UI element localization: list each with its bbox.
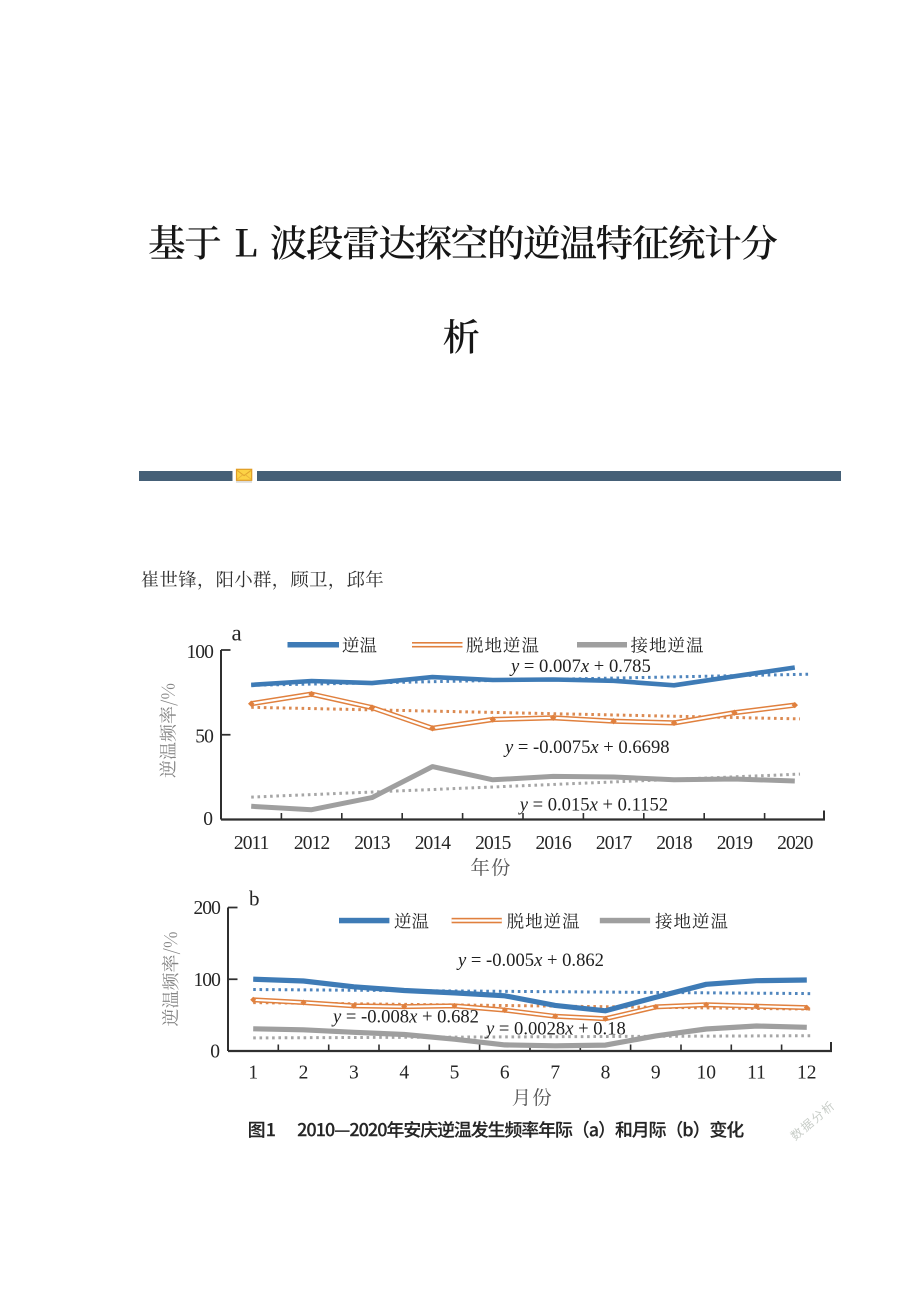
svg-text:2018: 2018 bbox=[656, 833, 692, 854]
svg-text:b: b bbox=[249, 887, 260, 911]
svg-text:2016: 2016 bbox=[535, 833, 572, 854]
svg-text:y = 0.007x + 0.785: y = 0.007x + 0.785 bbox=[509, 656, 651, 677]
svg-text:100: 100 bbox=[186, 642, 213, 663]
svg-text:50: 50 bbox=[195, 727, 213, 748]
svg-text:8: 8 bbox=[601, 1063, 611, 1084]
svg-text:11: 11 bbox=[747, 1063, 766, 1084]
svg-text:3: 3 bbox=[349, 1063, 359, 1084]
svg-text:2011: 2011 bbox=[234, 833, 269, 854]
svg-text:1: 1 bbox=[248, 1063, 258, 1084]
svg-text:5: 5 bbox=[450, 1063, 460, 1084]
svg-text:y = -0.008x + 0.682: y = -0.008x + 0.682 bbox=[331, 1007, 479, 1028]
svg-text:0: 0 bbox=[210, 1042, 220, 1063]
svg-text:9: 9 bbox=[651, 1063, 661, 1084]
svg-text:y = 0.015x + 0.1152: y = 0.015x + 0.1152 bbox=[518, 795, 668, 816]
svg-text:2020: 2020 bbox=[777, 833, 813, 854]
svg-text:y = -0.005x + 0.862: y = -0.005x + 0.862 bbox=[456, 950, 604, 971]
svg-text:12: 12 bbox=[797, 1063, 817, 1084]
svg-text:200: 200 bbox=[193, 898, 220, 919]
svg-text:0: 0 bbox=[203, 809, 213, 830]
svg-text:2012: 2012 bbox=[294, 833, 330, 854]
svg-text:4: 4 bbox=[399, 1063, 409, 1084]
svg-text:2015: 2015 bbox=[475, 833, 511, 854]
svg-text:2: 2 bbox=[299, 1063, 309, 1084]
svg-text:10: 10 bbox=[696, 1063, 716, 1084]
svg-text:100: 100 bbox=[193, 970, 220, 991]
svg-text:2017: 2017 bbox=[596, 833, 633, 854]
svg-text:7: 7 bbox=[550, 1063, 560, 1084]
svg-text:a: a bbox=[232, 621, 242, 646]
svg-text:2013: 2013 bbox=[354, 833, 390, 854]
svg-text:6: 6 bbox=[500, 1063, 510, 1084]
svg-text:y = -0.0075x + 0.6698: y = -0.0075x + 0.6698 bbox=[503, 737, 670, 758]
svg-text:2014: 2014 bbox=[415, 833, 452, 854]
svg-text:2019: 2019 bbox=[717, 833, 753, 854]
svg-text:y = 0.0028x + 0.18: y = 0.0028x + 0.18 bbox=[484, 1019, 626, 1040]
